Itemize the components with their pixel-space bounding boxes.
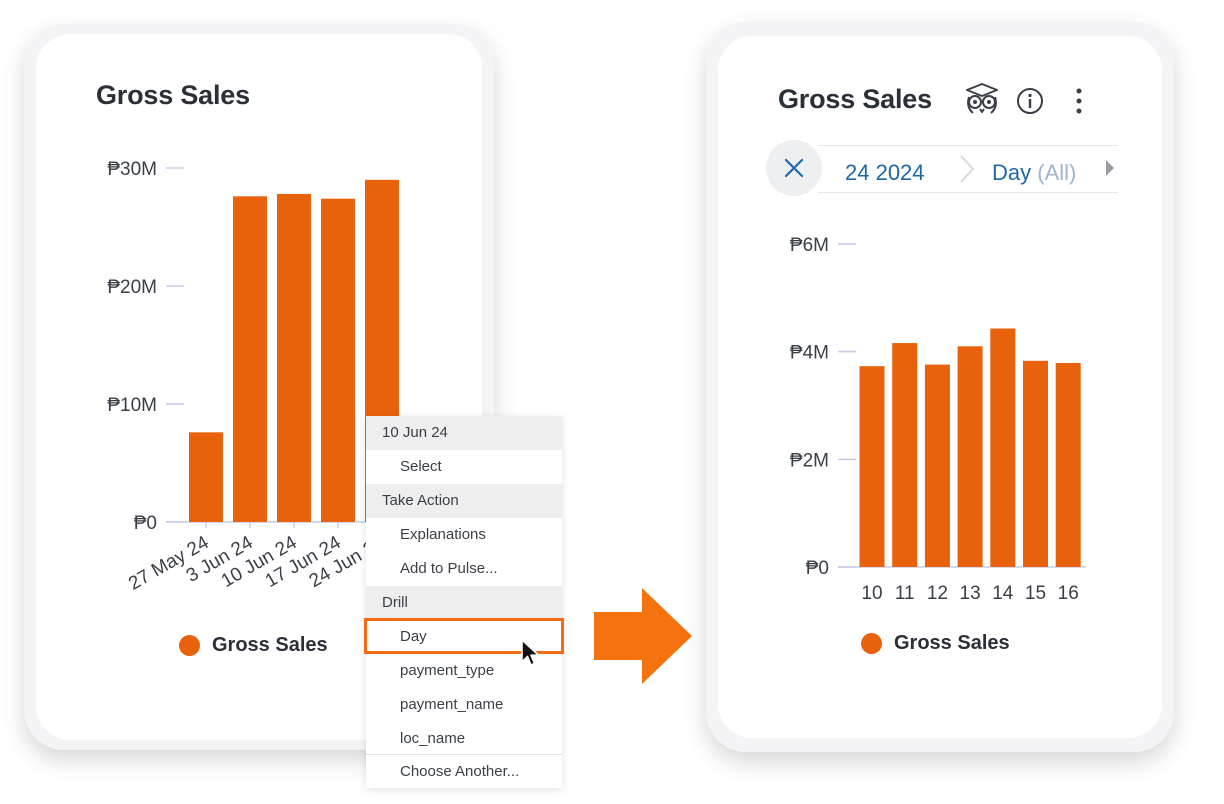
bar-10-jun-24: [277, 193, 311, 522]
mouse-cursor-icon: [521, 639, 540, 666]
right-legend-label: Gross Sales: [894, 632, 1010, 654]
menu-item-drill-payment-type[interactable]: payment_type: [400, 662, 495, 679]
menu-item-drill-loc-name[interactable]: loc_name: [400, 730, 466, 747]
menu-header-date: 10 Jun 24: [366, 416, 562, 450]
left-chart-legend[interactable]: Gross Sales: [179, 634, 328, 657]
drill-breadcrumb: 24 2024 Day (All): [766, 140, 1126, 196]
x-tick-label: 10: [861, 583, 882, 604]
x-tick-label: 12: [927, 583, 948, 604]
legend-dot-icon: [179, 635, 200, 656]
bar-11: [892, 343, 918, 567]
menu-item-drill-day[interactable]: Day: [400, 628, 427, 645]
menu-header-take-action: Take Action: [366, 484, 562, 518]
menu-divider: [366, 754, 562, 755]
breadcrumb-track: 24 2024 Day (All): [818, 145, 1118, 193]
legend-dot-icon: [861, 633, 882, 654]
context-menu: 10 Jun 24 Select Take Action Explanation…: [366, 416, 562, 788]
y-tick-label: ₱20M: [107, 277, 157, 298]
bar-17-jun-24: [321, 198, 355, 522]
x-tick-label: 13: [960, 583, 981, 604]
menu-item-choose-another[interactable]: Choose Another...: [400, 763, 520, 780]
chevron-right-icon: [960, 155, 975, 183]
bar-3-jun-24: [233, 196, 267, 522]
breadcrumb-day-all: (All): [1037, 160, 1077, 185]
breadcrumb-segment-week[interactable]: 24 2024: [845, 160, 925, 185]
right-chart-title: Gross Sales: [778, 84, 932, 114]
y-tick-label: ₱0: [806, 558, 829, 579]
more-vertical-icon[interactable]: [1068, 86, 1090, 116]
y-tick-label: ₱0: [134, 513, 157, 534]
menu-item-drill-payment-name[interactable]: payment_name: [400, 696, 504, 713]
y-tick-label: ₱10M: [107, 395, 157, 416]
bar-16: [1055, 362, 1081, 567]
bar-14: [990, 328, 1016, 567]
y-tick-label: ₱2M: [790, 450, 829, 471]
clear-drill-button[interactable]: [766, 140, 822, 196]
right-chart-legend[interactable]: Gross Sales: [861, 632, 1010, 655]
y-tick-label: ₱4M: [790, 343, 829, 364]
x-tick-label: 11: [895, 583, 915, 604]
breadcrumb-day-label: Day: [992, 160, 1032, 185]
menu-header-drill: Drill: [366, 586, 562, 620]
y-tick-label: ₱30M: [107, 159, 157, 180]
y-tick-label: ₱6M: [790, 235, 829, 256]
bar-10: [859, 366, 885, 567]
close-icon: [784, 158, 804, 178]
left-chart-title: Gross Sales: [96, 80, 250, 110]
breadcrumb-segment-day[interactable]: Day (All): [992, 160, 1076, 186]
menu-item-explanations[interactable]: Explanations: [400, 526, 486, 543]
x-tick-label: 14: [992, 583, 1014, 604]
menu-highlight-box: [364, 618, 564, 654]
bar-15: [1023, 360, 1048, 567]
x-tick-label: 16: [1058, 583, 1079, 604]
owl-icon[interactable]: [962, 82, 1002, 118]
bar-13: [957, 346, 983, 567]
bar-12: [924, 364, 950, 567]
breadcrumb-scroll-right-icon[interactable]: [1104, 158, 1116, 178]
left-legend-label: Gross Sales: [212, 634, 328, 656]
menu-item-select[interactable]: Select: [400, 458, 442, 475]
x-tick-label: 15: [1025, 583, 1046, 604]
transition-arrow-icon: [594, 588, 692, 684]
menu-item-add-to-pulse[interactable]: Add to Pulse...: [400, 560, 498, 577]
info-icon[interactable]: [1015, 86, 1045, 116]
bar-27-may-24: [189, 432, 223, 522]
